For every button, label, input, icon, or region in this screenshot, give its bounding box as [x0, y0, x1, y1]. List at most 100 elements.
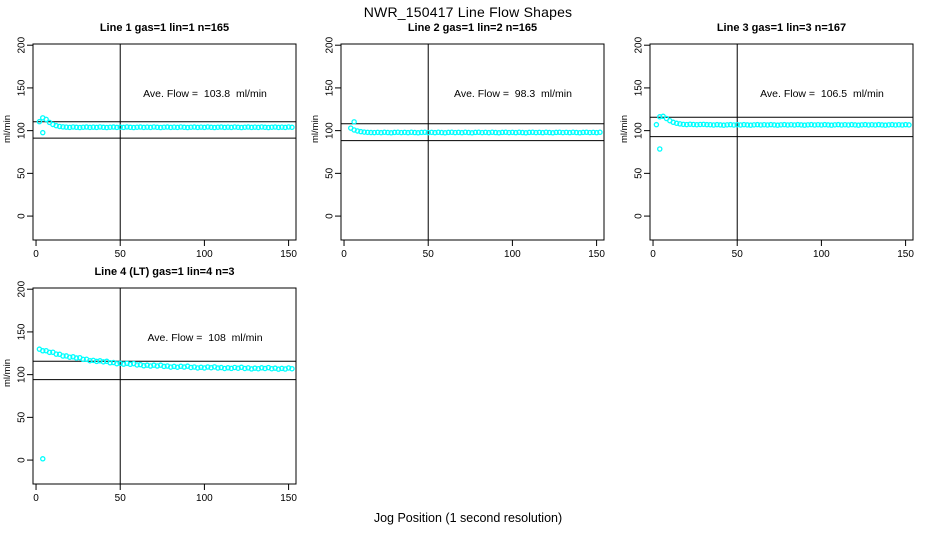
data-point	[848, 121, 855, 128]
data-point	[371, 129, 378, 136]
data-point	[272, 124, 278, 130]
data-point	[744, 122, 751, 128]
data-point	[269, 124, 275, 130]
data-point	[194, 124, 201, 131]
y-tick-label: 50	[325, 167, 336, 179]
data-point	[388, 130, 394, 136]
data-point	[184, 124, 191, 131]
data-point	[516, 129, 522, 136]
data-point	[66, 354, 73, 360]
data-point	[258, 124, 265, 130]
data-point	[80, 356, 86, 363]
data-point	[83, 124, 90, 130]
data-point	[499, 129, 506, 136]
y-tick-label: 0	[634, 213, 645, 219]
data-point	[245, 124, 251, 130]
data-point	[391, 129, 398, 136]
data-point	[795, 121, 801, 128]
data-point	[53, 351, 59, 357]
data-point	[141, 363, 147, 369]
data-point	[381, 129, 388, 136]
data-point	[188, 124, 194, 130]
data-point	[720, 122, 727, 128]
data-point	[882, 122, 889, 128]
x-tick-label: 0	[341, 249, 347, 260]
data-point	[285, 365, 292, 371]
data-point	[46, 349, 53, 356]
data-point	[869, 121, 875, 128]
data-point	[411, 129, 418, 136]
data-point	[255, 124, 262, 131]
data-point	[275, 366, 282, 372]
data-point	[70, 124, 76, 130]
data-point	[100, 124, 107, 131]
data-point	[509, 129, 516, 136]
data-point	[747, 122, 754, 128]
data-point	[533, 129, 539, 136]
x-tick-label: 100	[196, 249, 213, 260]
data-point	[215, 124, 221, 130]
data-point	[425, 129, 431, 136]
data-point	[134, 362, 140, 368]
data-point	[700, 121, 707, 128]
data-point	[801, 122, 808, 128]
data-point	[523, 130, 529, 136]
data-point	[479, 129, 485, 136]
data-point	[526, 129, 532, 136]
data-point	[768, 121, 774, 128]
data-point	[252, 365, 258, 371]
data-point	[124, 124, 130, 130]
y-tick-label: 200	[634, 36, 645, 53]
x-tick-label: 100	[196, 493, 213, 504]
data-point	[218, 124, 224, 130]
data-point	[174, 124, 181, 131]
data-point	[845, 122, 852, 128]
data-point	[231, 124, 238, 130]
data-point	[690, 121, 697, 128]
data-point	[815, 121, 821, 128]
data-point	[167, 124, 174, 131]
data-point	[87, 357, 93, 364]
data-point	[862, 121, 868, 128]
data-point	[865, 122, 872, 128]
data-point	[90, 124, 97, 130]
data-point	[781, 121, 788, 128]
data-point	[469, 130, 475, 136]
data-point	[107, 124, 113, 130]
data-point	[279, 365, 285, 372]
data-point	[842, 121, 848, 128]
data-point	[93, 358, 100, 365]
y-tick-label: 100	[17, 366, 28, 383]
data-point	[43, 116, 49, 123]
data-point	[181, 124, 187, 131]
data-point	[577, 130, 583, 136]
data-point	[110, 124, 117, 130]
x-tick-label: 0	[33, 249, 39, 260]
data-point	[275, 124, 282, 131]
data-point	[161, 124, 167, 130]
y-tick-label: 0	[325, 213, 336, 219]
data-point	[452, 129, 458, 136]
data-point	[825, 122, 831, 128]
data-point	[235, 124, 241, 131]
data-point	[221, 124, 228, 131]
data-point	[242, 365, 248, 372]
data-point	[764, 122, 771, 128]
data-point	[265, 124, 272, 131]
data-point	[188, 364, 194, 371]
data-point	[171, 124, 177, 130]
data-point	[66, 124, 73, 131]
plot-border	[32, 43, 297, 241]
data-point	[838, 122, 845, 128]
data-point	[449, 129, 455, 136]
data-point	[855, 122, 862, 128]
data-point	[465, 129, 472, 136]
data-point	[60, 124, 66, 130]
panel-title-line-1: Line 1 gas=1 lin=1 n=165	[99, 22, 230, 34]
data-point	[677, 121, 683, 127]
data-point	[164, 124, 171, 130]
data-point	[201, 124, 208, 131]
data-point	[879, 122, 885, 128]
data-point	[120, 124, 127, 131]
data-point	[502, 129, 509, 136]
